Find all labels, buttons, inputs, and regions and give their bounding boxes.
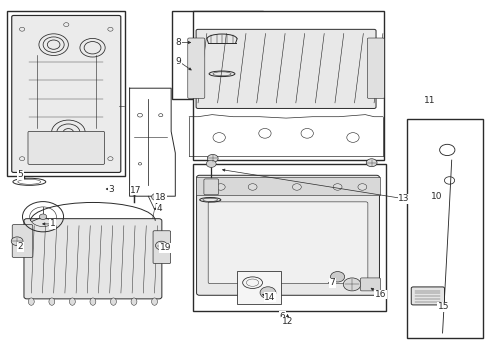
FancyBboxPatch shape	[410, 287, 444, 305]
Circle shape	[332, 184, 341, 190]
Circle shape	[343, 278, 360, 291]
Ellipse shape	[69, 298, 75, 305]
Circle shape	[330, 271, 344, 282]
Text: 13: 13	[397, 194, 409, 203]
Bar	[172, 11, 262, 99]
Circle shape	[151, 193, 161, 201]
Text: 15: 15	[437, 302, 448, 311]
Ellipse shape	[151, 298, 157, 305]
Ellipse shape	[90, 298, 96, 305]
Text: 19: 19	[159, 243, 171, 252]
FancyBboxPatch shape	[12, 15, 121, 172]
FancyBboxPatch shape	[208, 202, 367, 284]
Text: 8: 8	[175, 38, 181, 47]
Circle shape	[11, 237, 23, 246]
FancyBboxPatch shape	[196, 30, 375, 108]
FancyBboxPatch shape	[24, 219, 162, 299]
FancyBboxPatch shape	[153, 231, 170, 264]
Text: 6: 6	[279, 311, 285, 320]
Circle shape	[207, 154, 218, 162]
Text: 9: 9	[175, 57, 181, 66]
Circle shape	[39, 214, 47, 220]
Circle shape	[292, 184, 301, 190]
Text: 3: 3	[108, 184, 114, 194]
Text: 5: 5	[18, 170, 23, 179]
Circle shape	[155, 241, 167, 250]
FancyBboxPatch shape	[28, 131, 104, 165]
Circle shape	[260, 287, 275, 298]
Bar	[7, 11, 124, 176]
Text: 7: 7	[329, 278, 335, 287]
Text: 10: 10	[430, 192, 442, 201]
Circle shape	[248, 184, 257, 190]
Bar	[406, 119, 482, 338]
FancyBboxPatch shape	[360, 278, 380, 291]
FancyBboxPatch shape	[203, 179, 218, 195]
FancyBboxPatch shape	[187, 38, 204, 98]
Text: 11: 11	[423, 96, 434, 105]
Circle shape	[366, 159, 376, 167]
Text: 17: 17	[130, 186, 142, 194]
Text: 18: 18	[154, 194, 166, 202]
FancyBboxPatch shape	[12, 225, 33, 257]
Text: 12: 12	[281, 318, 293, 326]
Text: 1: 1	[50, 219, 56, 228]
Text: 16: 16	[374, 290, 386, 299]
Text: 4: 4	[156, 204, 162, 213]
Ellipse shape	[49, 298, 55, 305]
Ellipse shape	[131, 298, 137, 305]
Circle shape	[206, 160, 216, 167]
FancyBboxPatch shape	[366, 38, 384, 98]
Text: 2: 2	[18, 242, 23, 251]
Bar	[196, 177, 379, 195]
Bar	[237, 271, 281, 304]
Bar	[193, 164, 386, 311]
Bar	[193, 11, 383, 160]
Circle shape	[129, 188, 139, 195]
Text: 14: 14	[264, 292, 275, 302]
Ellipse shape	[110, 298, 116, 305]
FancyBboxPatch shape	[196, 175, 379, 295]
Ellipse shape	[28, 298, 34, 305]
Circle shape	[357, 184, 366, 190]
Circle shape	[216, 184, 224, 190]
